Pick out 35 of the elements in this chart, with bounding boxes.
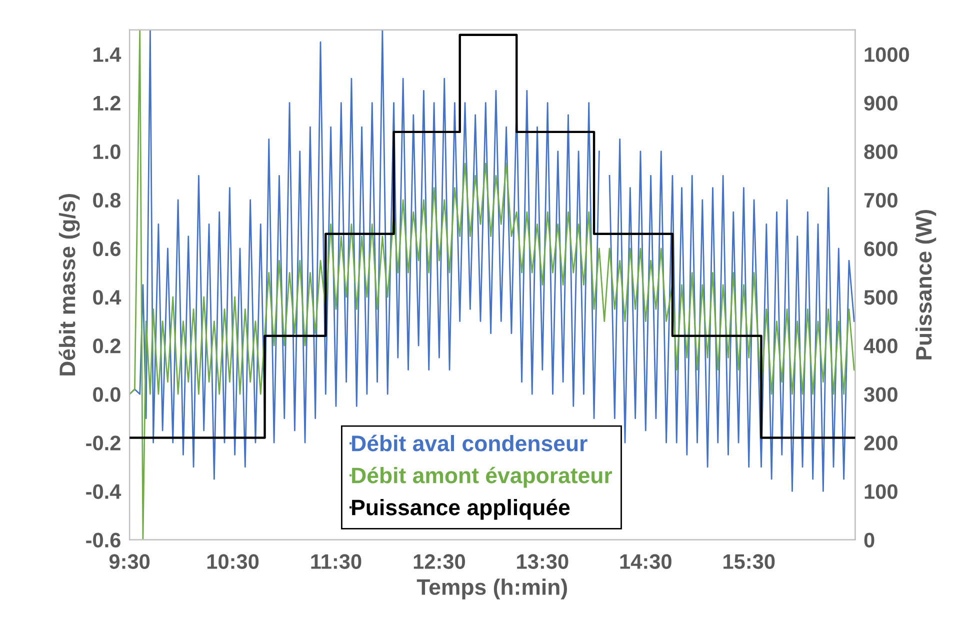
- y-axis-title: Débit masse (g/s): [58, 194, 80, 376]
- legend-label: Débit amont évaporateur: [352, 466, 612, 488]
- y2-tick-label: 1000: [864, 47, 909, 62]
- y-tick-label: -0.2: [86, 436, 120, 450]
- x-tick-label: 14:30: [620, 554, 672, 569]
- y2-tick-label: 100: [864, 484, 898, 499]
- y2-tick-label: 300: [864, 387, 898, 402]
- y-tick-label: 0.2: [93, 338, 120, 354]
- y2-tick-label: 400: [864, 338, 898, 354]
- y-tick-label: 0.6: [93, 241, 120, 256]
- y-tick-label: 0.8: [93, 192, 121, 208]
- x-tick-label: 9:30: [109, 554, 150, 569]
- y2-tick-label: 600: [864, 241, 898, 256]
- legend-label: Puissance appliquée: [352, 498, 570, 520]
- y2-axis-title: Puissance (W): [915, 210, 936, 360]
- x-tick-label: 10:30: [207, 554, 259, 569]
- x-tick-label: 15:30: [724, 554, 775, 569]
- x-tick-label: 11:30: [311, 554, 362, 569]
- y-tick-label: -0.6: [86, 532, 120, 548]
- y-tick-label: 1.0: [94, 144, 120, 160]
- x-axis-title: Temps (h:min): [416, 578, 567, 600]
- y-tick-label: -0.4: [86, 484, 122, 499]
- y-tick-label: 0.0: [93, 387, 120, 402]
- y2-tick-label: 200: [864, 436, 898, 450]
- x-tick-label: 13:30: [517, 554, 568, 569]
- y-tick-label: 1.2: [94, 96, 120, 110]
- x-tick-label: 12:30: [414, 554, 465, 569]
- y2-tick-label: 0: [864, 532, 874, 548]
- y2-tick-label: 500: [864, 290, 898, 305]
- y2-tick-label: 900: [864, 96, 898, 111]
- y-tick-label: 0.4: [93, 290, 122, 305]
- y2-tick-label: 700: [864, 192, 898, 208]
- legend-label: Débit aval condenseur: [352, 434, 588, 452]
- y2-tick-label: 800: [864, 144, 898, 160]
- y-tick-label: 1.4: [94, 47, 122, 62]
